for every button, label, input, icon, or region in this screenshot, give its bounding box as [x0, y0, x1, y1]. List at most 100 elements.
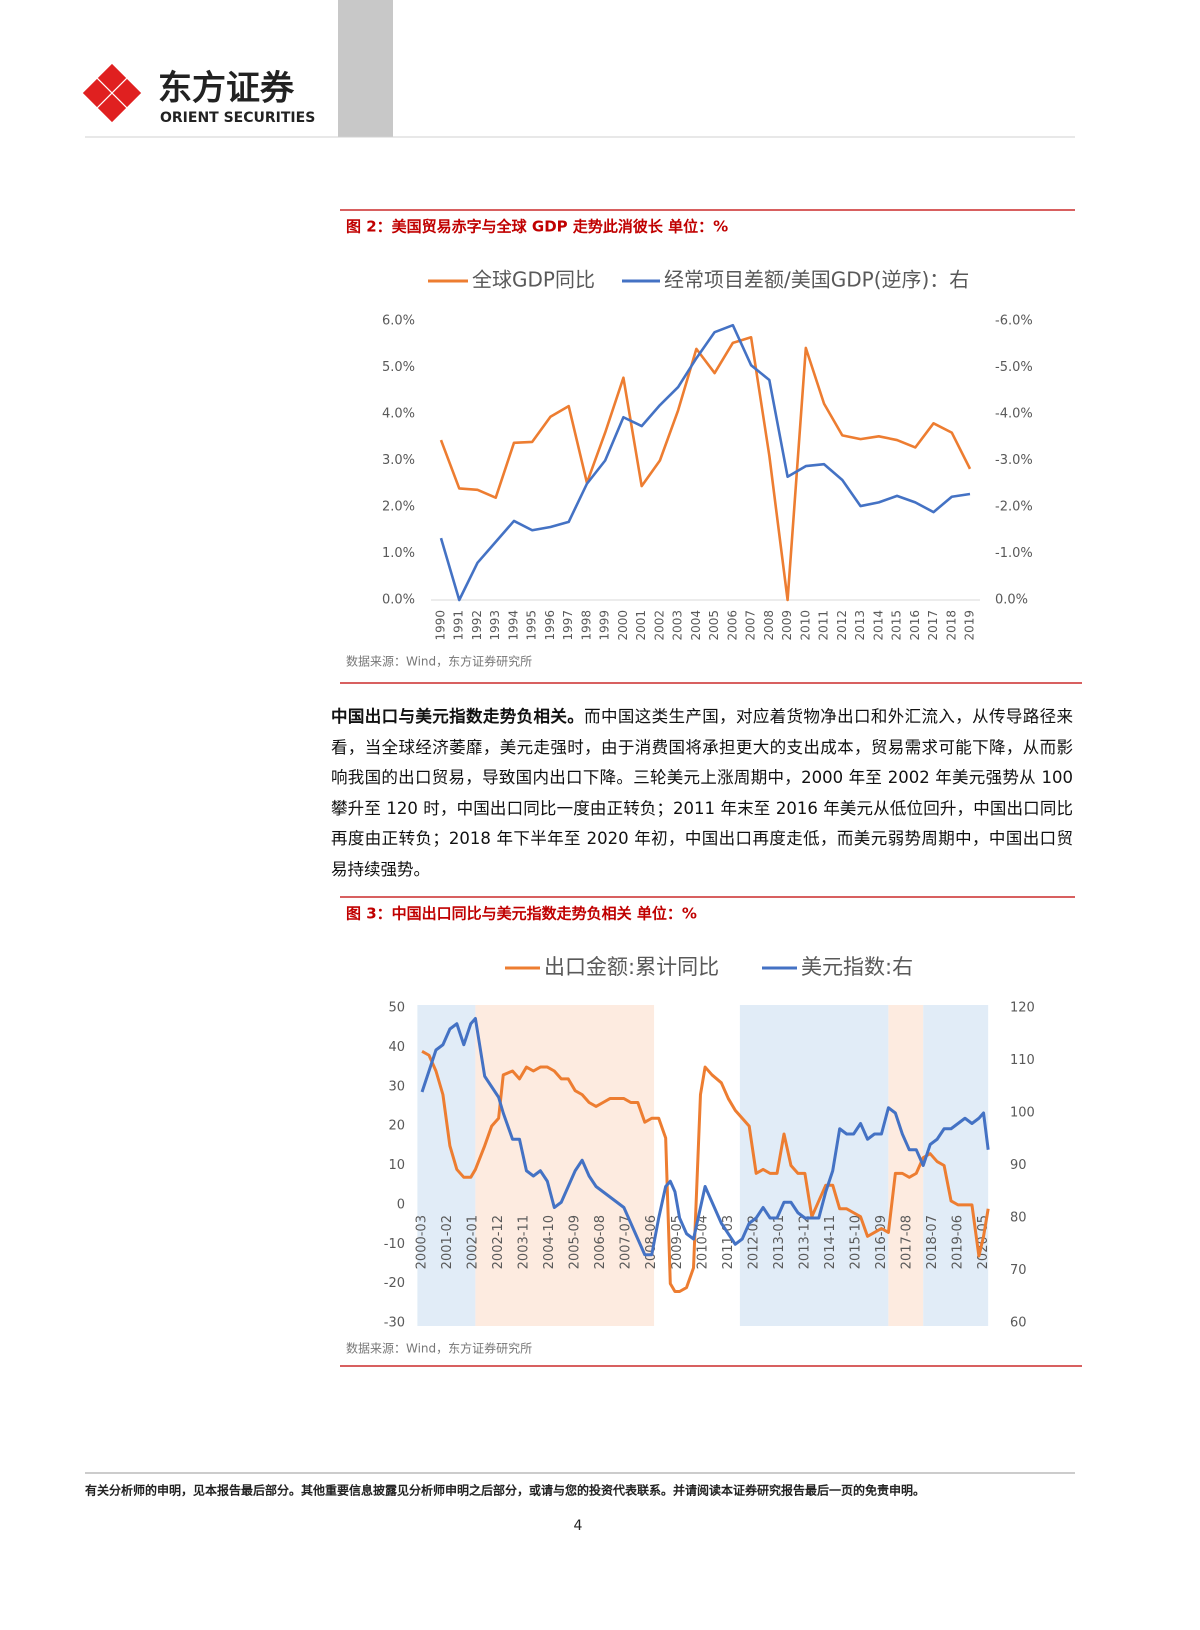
y-tick-label: 30: [388, 1079, 405, 1094]
x-tick-label: 2018: [944, 610, 958, 641]
brand-en: ORIENT SECURITIES: [160, 110, 315, 126]
x-tick-label: 2002-01: [466, 1215, 481, 1269]
page-number: 4: [574, 1518, 583, 1534]
x-tick-label: 2019: [963, 610, 977, 641]
x-tick-label: 2014: [871, 610, 885, 641]
y2-tick-label: -5.0%: [995, 360, 1033, 375]
shaded-region: [417, 1005, 476, 1326]
y-tick-label: 3.0%: [382, 453, 415, 468]
y-tick-label: 50: [388, 1001, 405, 1016]
x-tick-label: 2006: [725, 610, 739, 641]
x-tick-label: 2004: [689, 610, 703, 641]
x-tick-label: 2002-12: [491, 1215, 506, 1269]
figure-title: 图 2：美国贸易赤字与全球 GDP 走势此消彼长 单位：%: [346, 218, 728, 236]
x-tick-label: 2000: [616, 610, 630, 641]
x-tick-label: 2011: [817, 610, 831, 641]
shaded-region: [923, 1005, 989, 1326]
x-tick-label: 2016-09: [874, 1215, 889, 1269]
x-tick-label: 2010: [798, 610, 812, 641]
x-tick-label: 2017: [926, 610, 940, 641]
x-tick-label: 2014-11: [823, 1215, 838, 1269]
header-bar: [338, 0, 393, 137]
y2-tick-label: 80: [1010, 1211, 1027, 1226]
x-tick-label: 2002: [652, 610, 666, 641]
y-tick-label: 0.0%: [382, 593, 415, 608]
y-tick-label: -10: [384, 1237, 405, 1252]
y-tick-label: 40: [388, 1040, 405, 1055]
y2-tick-label: -1.0%: [995, 546, 1033, 561]
x-tick-label: 2003: [671, 610, 685, 641]
y2-tick-label: 120: [1010, 1001, 1035, 1016]
paragraph-lead: 中国出口与美元指数走势负相关。: [331, 707, 585, 726]
y2-tick-label: -3.0%: [995, 453, 1033, 468]
x-tick-label: 2013: [853, 610, 867, 641]
x-tick-label: 2015-10: [848, 1215, 863, 1269]
logo: [82, 63, 142, 123]
x-tick-label: 2009: [780, 610, 794, 641]
y-tick-label: 4.0%: [382, 407, 415, 422]
shaded-region: [739, 1005, 889, 1326]
x-tick-label: 2005: [707, 610, 721, 641]
y-tick-label: 6.0%: [382, 314, 415, 329]
x-tick-label: 1995: [525, 610, 539, 641]
y-tick-label: 5.0%: [382, 360, 415, 375]
y2-tick-label: 90: [1010, 1158, 1027, 1173]
y2-tick-label: -2.0%: [995, 500, 1033, 515]
shaded-region: [888, 1005, 924, 1326]
series-line: [420, 1017, 990, 1257]
x-tick-label: 2007: [744, 610, 758, 641]
x-tick-label: 2003-11: [517, 1215, 532, 1269]
x-tick-label: 1993: [488, 610, 502, 641]
figure-source: 数据来源：Wind，东方证券研究所: [346, 654, 532, 669]
x-tick-label: 1990: [434, 610, 448, 641]
x-tick-label: 1994: [506, 610, 520, 641]
x-tick-label: 2010-04: [695, 1215, 710, 1269]
y-tick-label: 2.0%: [382, 500, 415, 515]
y-tick-label: 10: [388, 1158, 405, 1173]
x-tick-label: 1997: [561, 610, 575, 641]
x-tick-label: 1996: [543, 610, 557, 641]
x-tick-label: 1999: [598, 610, 612, 641]
brand: 东方证券: [158, 69, 295, 109]
figure-source: 数据来源：Wind，东方证券研究所: [346, 1341, 532, 1356]
x-tick-label: 2001-02: [440, 1215, 455, 1269]
y2-tick-label: 100: [1010, 1106, 1035, 1121]
y2-tick-label: -6.0%: [995, 314, 1033, 329]
x-tick-label: 2016: [908, 610, 922, 641]
x-tick-label: 2012-02: [746, 1215, 761, 1269]
y-tick-label: 1.0%: [382, 546, 415, 561]
y-tick-label: 20: [388, 1119, 405, 1134]
x-tick-label: 2015: [890, 610, 904, 641]
y2-tick-label: -4.0%: [995, 407, 1033, 422]
x-tick-label: 2018-07: [925, 1215, 940, 1269]
legend-label: 美元指数:右: [801, 955, 913, 979]
y2-tick-label: 70: [1010, 1263, 1027, 1278]
series-line: [439, 323, 971, 602]
y-tick-label: 0: [397, 1197, 405, 1212]
disclaimer: 有关分析师的申明，见本报告最后部分。其他重要信息披露见分析师申明之后部分，或请与…: [85, 1483, 925, 1498]
x-tick-label: 1998: [579, 610, 593, 641]
x-tick-label: 2000-03: [415, 1215, 430, 1269]
paragraph-body: 而中国这类生产国，对应着货物净出口和外汇流入，从传导路径来看，当全球经济萎靡，美…: [331, 707, 1074, 879]
x-tick-label: 2007-07: [619, 1215, 634, 1269]
x-tick-label: 2008: [762, 610, 776, 641]
legend-label: 经常项目差额/美国GDP(逆序)：右: [664, 268, 969, 292]
y-tick-label: -20: [384, 1276, 405, 1291]
x-tick-label: 2005-09: [568, 1215, 583, 1269]
series-line: [421, 1050, 990, 1293]
x-tick-label: 2004-10: [542, 1215, 557, 1269]
legend-label: 出口金额:累计同比: [544, 955, 719, 979]
x-tick-label: 2012: [835, 610, 849, 641]
x-tick-label: 2013-01: [772, 1215, 787, 1269]
y2-tick-label: 110: [1010, 1053, 1035, 1068]
y2-tick-label: 60: [1010, 1316, 1027, 1331]
x-tick-label: 2001: [634, 610, 648, 641]
shaded-region: [475, 1005, 655, 1326]
series-line: [439, 335, 972, 602]
x-tick-label: 2009-05: [670, 1215, 685, 1269]
x-tick-label: 2019-06: [951, 1215, 966, 1269]
x-tick-label: 2013-12: [797, 1215, 812, 1269]
x-tick-label: 2006-08: [593, 1215, 608, 1269]
